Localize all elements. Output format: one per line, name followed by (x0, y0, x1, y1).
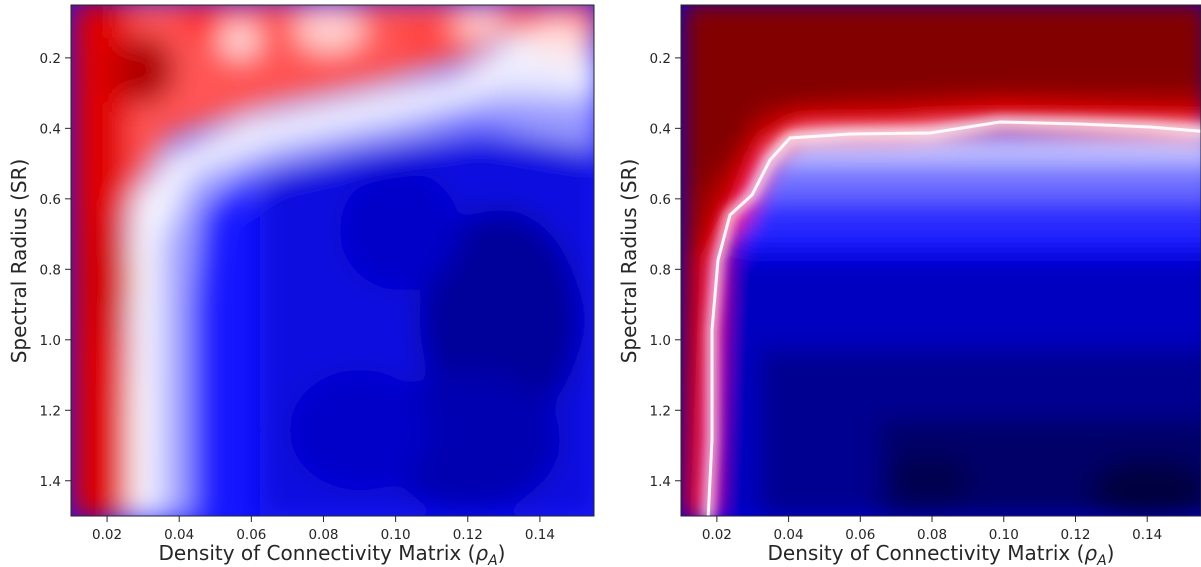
right-y-tick-label: 0.6 (650, 192, 671, 208)
left-y-tick-label: 0.2 (40, 51, 61, 67)
left-x-tick-label: 0.02 (92, 527, 122, 543)
right-axes-frame (680, 4, 1201, 517)
right-x-tick-label: 0.14 (1132, 527, 1162, 543)
left-y-tick-label: 0.4 (40, 121, 61, 137)
right-y-tick-label: 0.8 (650, 262, 671, 278)
left-ticks: 0.02 0.04 0.06 0.08 0.10 0.12 0.14 0.2 0.4 0.6 0.8… (40, 51, 555, 543)
left-x-tick-label: 0.04 (164, 527, 194, 543)
right-x-tick-label: 0.04 (774, 527, 804, 543)
left-heatmap: 0.02 0.04 0.06 0.08 0.10 0.12 0.14 0.2 0.4 0.6 0.8… (7, 4, 595, 567)
right-ticks: 0.02 0.04 0.06 0.08 0.10 0.12 0.14 0.2 0.4 0.6 0.8… (650, 51, 1163, 543)
right-x-tick-label: 0.02 (702, 527, 732, 543)
left-x-tick-label: 0.12 (453, 527, 483, 543)
left-x-tick-label: 0.08 (308, 527, 338, 543)
left-y-tick-label: 1.4 (40, 474, 61, 490)
right-x-tick-label: 0.10 (989, 527, 1019, 543)
left-axes-frame (70, 4, 595, 517)
right-y-axis-label: Spectral Radius (SR) (617, 159, 641, 364)
left-x-tick-label: 0.10 (381, 527, 411, 543)
right-x-tick-label: 0.08 (917, 527, 947, 543)
left-y-tick-label: 1.0 (40, 333, 61, 349)
left-y-tick-label: 1.2 (40, 403, 61, 419)
right-y-tick-label: 0.4 (650, 121, 671, 137)
left-y-tick-label: 0.6 (40, 192, 61, 208)
left-x-axis-label: Density of Connectivity Matrix (ρA) (159, 541, 506, 567)
left-y-axis-label: Spectral Radius (SR) (7, 159, 31, 364)
left-x-tick-label: 0.14 (525, 527, 555, 543)
right-x-tick-label: 0.06 (845, 527, 875, 543)
right-heatmap: 0.02 0.04 0.06 0.08 0.10 0.12 0.14 0.2 0.4 0.6 0.8… (617, 4, 1201, 567)
left-x-tick-label: 0.06 (236, 527, 266, 543)
right-y-tick-label: 0.2 (650, 51, 671, 67)
right-y-tick-label: 1.4 (650, 474, 671, 490)
right-heatmap-field (681, 5, 1201, 516)
right-x-tick-label: 0.12 (1060, 527, 1090, 543)
right-x-axis-label: Density of Connectivity Matrix (ρA) (768, 541, 1115, 567)
left-y-tick-label: 0.8 (40, 262, 61, 278)
right-y-tick-label: 1.0 (650, 333, 671, 349)
left-heatmap-field (71, 5, 594, 516)
right-y-tick-label: 1.2 (650, 403, 671, 419)
